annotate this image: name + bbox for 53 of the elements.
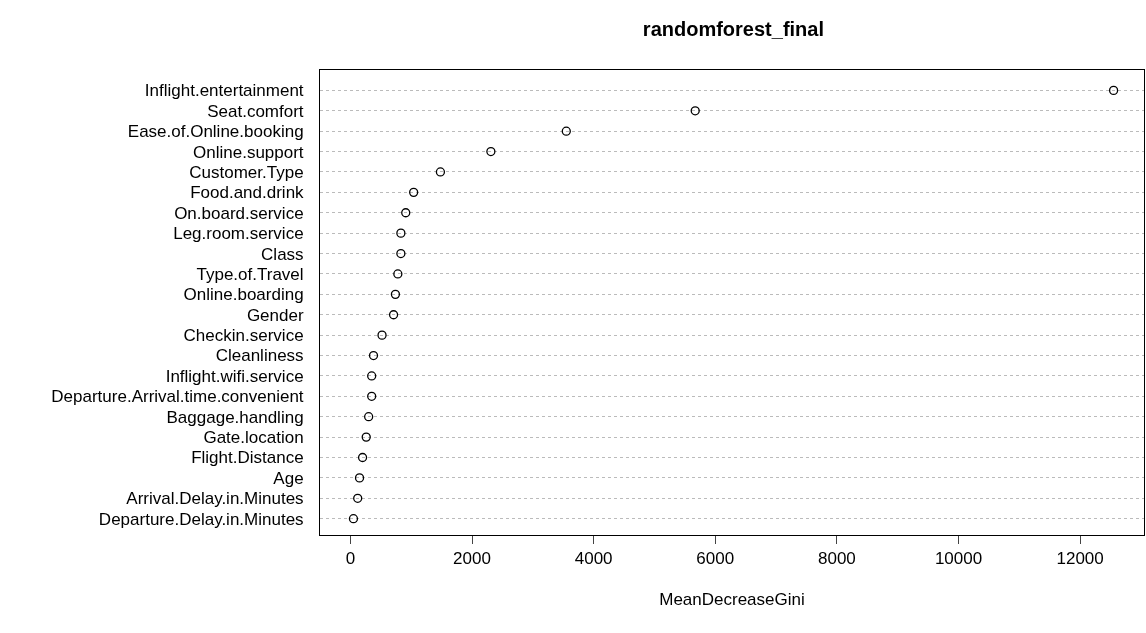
point (353, 493, 363, 503)
point (367, 371, 377, 381)
y-tick-label: Customer.Type (189, 162, 304, 182)
point (486, 146, 496, 157)
point (690, 106, 700, 116)
point (348, 514, 359, 524)
point (390, 289, 401, 299)
point (396, 248, 406, 259)
y-tick-label: Online.support (193, 142, 304, 162)
y-tick-label: Leg.room.service (173, 224, 304, 244)
x-axis-title: MeanDecreaseGini (659, 589, 805, 609)
point (1108, 85, 1119, 96)
x-tick-label: 2000 (453, 549, 491, 569)
point (561, 126, 571, 136)
point (361, 432, 371, 442)
y-tick-label: On.board.service (174, 203, 304, 223)
point (435, 167, 446, 177)
y-tick-label: Gate.location (203, 428, 304, 448)
y-tick-label: Type.of.Travel (196, 264, 304, 284)
y-tick-label: Class (261, 244, 304, 264)
y-tick-label: Departure.Delay.in.Minutes (98, 509, 304, 529)
y-tick-label: Departure.Arrival.time.convenient (51, 387, 304, 407)
x-tick-label: 12000 (1056, 549, 1104, 569)
y-tick-label: Seat.comfort (207, 101, 304, 121)
point (354, 473, 365, 483)
chart-title: randomforest_final (642, 18, 825, 41)
x-tick-label: 0 (345, 549, 356, 569)
y-tick-label: Inflight.entertainment (144, 81, 304, 101)
point (388, 310, 399, 320)
point (357, 452, 368, 463)
point (409, 187, 419, 198)
point (401, 208, 411, 218)
point (396, 228, 406, 238)
y-tick-label: Arrival.Delay.in.Minutes (126, 489, 304, 509)
y-tick-label: Ease.of.Online.booking (127, 122, 304, 142)
x-tick-label: 10000 (934, 549, 983, 569)
point (377, 330, 387, 340)
y-tick-label: Baggage.handling (166, 407, 304, 427)
x-tick-label: 4000 (574, 549, 613, 569)
point (368, 350, 379, 361)
y-tick-label: Flight.Distance (191, 448, 304, 468)
y-tick-label: Checkin.service (183, 326, 304, 346)
x-tick-label: 8000 (817, 549, 856, 569)
x-tick-label: 6000 (696, 549, 735, 569)
y-tick-label: Inflight.wifi.service (165, 366, 304, 386)
point (393, 269, 403, 279)
y-tick-label: Food.and.drink (190, 183, 305, 203)
y-tick-label: Age (273, 468, 304, 488)
y-tick-label: Cleanliness (215, 346, 304, 366)
point (367, 391, 377, 401)
y-tick-label: Online.boarding (183, 285, 304, 305)
point (364, 412, 374, 422)
y-tick-label: Gender (246, 305, 304, 325)
